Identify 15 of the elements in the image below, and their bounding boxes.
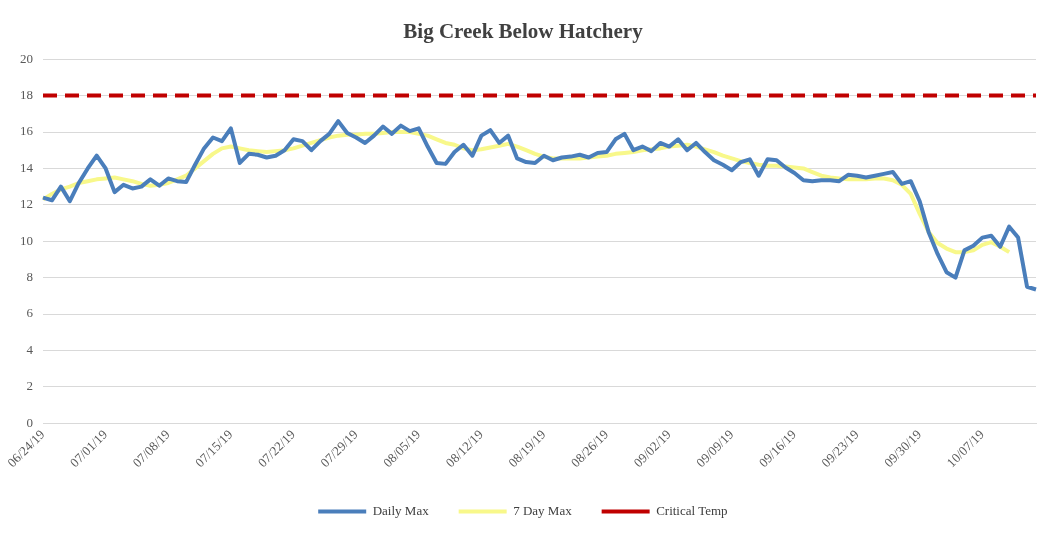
- chart-title: Big Creek Below Hatchery: [403, 19, 644, 44]
- y-tick-label: 16: [20, 123, 34, 139]
- y-tick-label: 8: [26, 269, 33, 285]
- y-tick-label: 14: [20, 159, 34, 175]
- y-tick-label: 12: [20, 196, 33, 212]
- y-tick-label: 0: [26, 414, 33, 430]
- legend-label: Critical Temp: [656, 502, 728, 518]
- y-tick-label: 6: [26, 305, 34, 321]
- y-tick-label: 18: [20, 87, 33, 103]
- y-tick-label: 2: [26, 378, 33, 394]
- legend-label: Daily Max: [372, 502, 430, 518]
- legend-label: 7 Day Max: [513, 502, 573, 518]
- y-tick-label: 20: [20, 50, 33, 66]
- y-tick-label: 4: [26, 341, 34, 357]
- y-tick-label: 10: [20, 232, 33, 248]
